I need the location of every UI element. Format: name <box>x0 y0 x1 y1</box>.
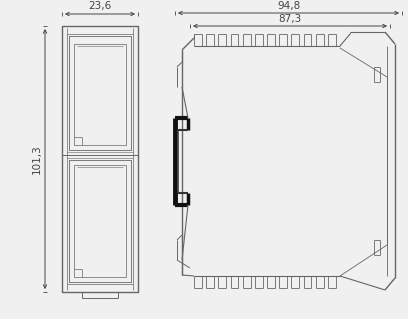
Text: 101,3: 101,3 <box>32 144 42 174</box>
Text: 87,3: 87,3 <box>278 14 302 24</box>
Text: 23,6: 23,6 <box>89 1 112 11</box>
Text: 94,8: 94,8 <box>277 1 300 11</box>
